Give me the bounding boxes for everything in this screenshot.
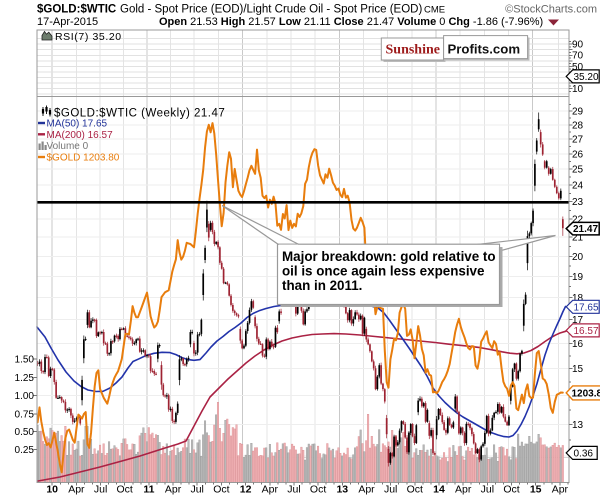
svg-text:0.25: 0.25 xyxy=(15,445,35,456)
svg-text:MA(200) 16.57: MA(200) 16.57 xyxy=(47,130,114,141)
svg-text:Apr: Apr xyxy=(165,484,182,496)
svg-text:MA(50) 17.65: MA(50) 17.65 xyxy=(47,119,108,130)
svg-text:Major breakdown: gold relative: Major breakdown: gold relative to xyxy=(282,249,496,264)
svg-text:Jul: Jul xyxy=(190,484,203,496)
svg-text:70: 70 xyxy=(572,51,584,62)
svg-text:1.25: 1.25 xyxy=(15,373,35,384)
svg-text:11: 11 xyxy=(143,484,154,496)
svg-text:Apr: Apr xyxy=(68,484,85,496)
svg-text:Gold - Spot Price (EOD)/Light: Gold - Spot Price (EOD)/Light Crude Oil … xyxy=(120,4,422,16)
svg-text:Oct: Oct xyxy=(213,484,229,496)
svg-text:0.75: 0.75 xyxy=(15,409,35,420)
svg-text:18: 18 xyxy=(572,293,584,304)
svg-text:Sunshine: Sunshine xyxy=(386,43,440,58)
svg-text:90: 90 xyxy=(572,40,584,51)
svg-text:Profits.com: Profits.com xyxy=(448,42,521,57)
svg-text:Apr: Apr xyxy=(455,484,472,496)
svg-text:Apr: Apr xyxy=(552,484,569,496)
svg-text:Apr: Apr xyxy=(262,484,279,496)
svg-text:Jul: Jul xyxy=(287,484,300,496)
svg-text:Apr: Apr xyxy=(358,484,375,496)
svg-text:23: 23 xyxy=(572,197,584,208)
svg-text:16: 16 xyxy=(572,339,584,350)
svg-text:Oct: Oct xyxy=(503,484,519,496)
svg-text:0.36: 0.36 xyxy=(574,449,594,460)
svg-text:CME: CME xyxy=(424,5,445,16)
svg-text:21.47: 21.47 xyxy=(573,224,598,235)
svg-text:Oct: Oct xyxy=(117,484,133,496)
svg-text:Jul: Jul xyxy=(94,484,107,496)
svg-text:17-Apr-2015: 17-Apr-2015 xyxy=(37,16,98,28)
svg-text:29: 29 xyxy=(572,107,584,118)
svg-text:Oct: Oct xyxy=(310,484,326,496)
svg-text:21: 21 xyxy=(572,233,584,244)
svg-text:15: 15 xyxy=(530,484,542,496)
svg-text:than in 2011.: than in 2011. xyxy=(282,278,362,293)
svg-text:©StockCharts.com: ©StockCharts.com xyxy=(505,4,597,16)
svg-text:13: 13 xyxy=(336,484,348,496)
svg-text:16.57: 16.57 xyxy=(574,326,599,337)
svg-text:10: 10 xyxy=(572,84,584,95)
svg-text:$GOLD 1203.80: $GOLD 1203.80 xyxy=(47,152,120,163)
svg-text:oil is once again less expensi: oil is once again less expensive xyxy=(282,264,484,279)
svg-text:13: 13 xyxy=(572,420,584,431)
svg-text:Volume 0: Volume 0 xyxy=(47,141,89,152)
svg-text:Oct: Oct xyxy=(407,484,423,496)
svg-text:19: 19 xyxy=(572,272,584,283)
svg-text:22: 22 xyxy=(572,215,584,226)
svg-text:$GOLD:$WTIC: $GOLD:$WTIC xyxy=(37,4,116,16)
svg-text:14: 14 xyxy=(433,484,445,496)
svg-text:20: 20 xyxy=(572,252,584,263)
svg-text:1203.80: 1203.80 xyxy=(572,389,600,400)
svg-text:27: 27 xyxy=(572,135,584,146)
svg-text:24: 24 xyxy=(572,181,584,192)
svg-text:0.50: 0.50 xyxy=(15,427,35,438)
svg-text:1.50: 1.50 xyxy=(15,355,35,366)
svg-text:Open 21.53 High 21.57 Low 21.1: Open 21.53 High 21.57 Low 21.11 Close 21… xyxy=(159,16,543,28)
svg-text:17: 17 xyxy=(572,315,584,326)
svg-text:1.00: 1.00 xyxy=(15,391,35,402)
svg-text:26: 26 xyxy=(572,149,584,160)
svg-text:15: 15 xyxy=(572,364,584,375)
svg-text:RSI(7) 35.20: RSI(7) 35.20 xyxy=(55,31,122,43)
svg-text:$GOLD:$WTIC (Weekly) 21.47: $GOLD:$WTIC (Weekly) 21.47 xyxy=(54,108,225,120)
svg-text:50: 50 xyxy=(572,62,584,73)
svg-text:10: 10 xyxy=(46,484,58,496)
svg-text:Jul: Jul xyxy=(384,484,397,496)
svg-text:12: 12 xyxy=(240,484,252,496)
svg-text:28: 28 xyxy=(572,120,584,131)
svg-text:35.20: 35.20 xyxy=(574,72,599,83)
svg-text:17.65: 17.65 xyxy=(574,302,599,313)
svg-text:Jul: Jul xyxy=(481,484,494,496)
svg-text:25: 25 xyxy=(572,165,584,176)
